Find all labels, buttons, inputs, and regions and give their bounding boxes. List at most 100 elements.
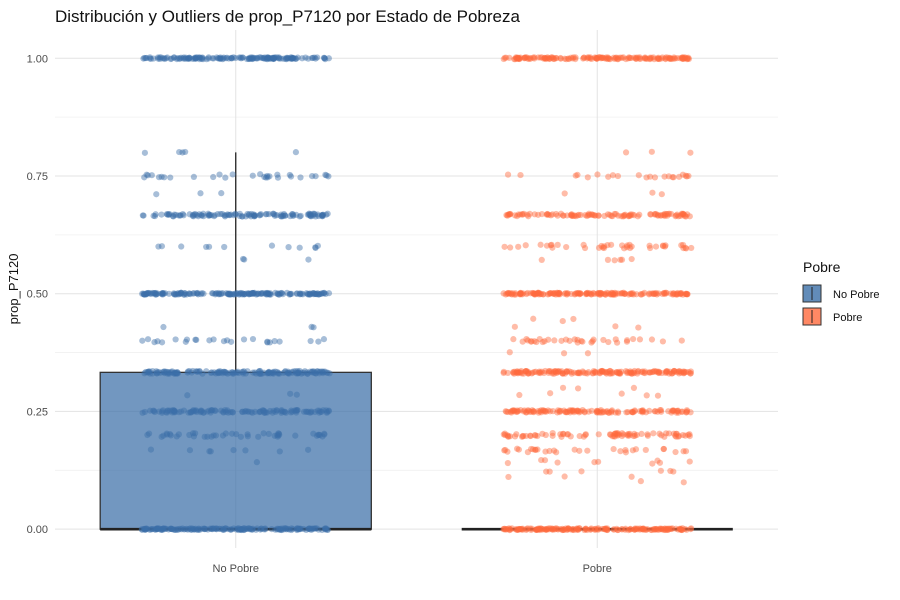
data-point (667, 290, 674, 297)
data-point (550, 289, 557, 297)
data-point (564, 290, 571, 297)
data-point (529, 369, 536, 376)
data-point (679, 291, 687, 298)
data-point (582, 525, 589, 533)
data-point (274, 290, 281, 298)
data-point (155, 55, 162, 62)
data-point (534, 526, 541, 533)
data-point (515, 446, 522, 453)
data-point (521, 55, 528, 62)
data-point (559, 430, 567, 438)
data-point (532, 446, 539, 453)
data-point (260, 407, 267, 414)
data-point (603, 54, 610, 61)
data-point (568, 212, 576, 219)
data-point (140, 525, 148, 533)
data-point (657, 407, 665, 414)
data-point (307, 213, 315, 220)
data-point (206, 448, 213, 455)
data-point (570, 54, 577, 61)
data-point (175, 409, 183, 416)
data-point (600, 525, 608, 533)
data-point (297, 525, 305, 532)
data-point (651, 408, 658, 415)
data-point (670, 54, 678, 61)
data-point (550, 369, 557, 376)
data-point (618, 526, 625, 533)
data-point (296, 526, 304, 533)
data-point (271, 212, 278, 219)
data-point (278, 290, 285, 297)
data-point (596, 54, 603, 61)
data-point (306, 290, 313, 297)
data-point (308, 290, 315, 297)
data-point (196, 211, 203, 218)
data-point (223, 337, 231, 344)
data-point (251, 54, 258, 62)
data-point (309, 54, 316, 61)
data-point (613, 369, 620, 376)
data-point (569, 407, 576, 415)
data-point (627, 526, 634, 533)
data-point (627, 369, 635, 376)
data-point (604, 256, 612, 263)
data-point (288, 54, 295, 61)
data-point (147, 446, 155, 453)
data-point (208, 369, 215, 376)
data-point (310, 525, 317, 532)
data-point (677, 212, 684, 220)
data-point (533, 526, 540, 533)
data-point (155, 408, 163, 415)
data-point (604, 526, 611, 533)
data-point (531, 55, 538, 62)
data-point (624, 432, 632, 439)
data-point (683, 408, 690, 416)
data-point (266, 55, 274, 63)
data-point (535, 407, 542, 415)
data-point (546, 290, 554, 297)
data-point (169, 212, 177, 220)
data-point (661, 526, 668, 534)
data-point (252, 526, 260, 533)
data-point (245, 525, 252, 532)
data-point (525, 55, 533, 63)
data-point (685, 55, 693, 63)
data-point (239, 408, 246, 416)
data-point (552, 55, 560, 62)
data-point (606, 55, 613, 62)
data-point (598, 242, 605, 250)
data-point (158, 290, 165, 297)
data-point (683, 291, 690, 298)
data-point (147, 407, 154, 414)
data-point (569, 407, 576, 414)
data-point (659, 242, 667, 249)
data-point (523, 409, 530, 416)
data-point (670, 407, 677, 414)
data-point (228, 526, 235, 533)
data-point (229, 370, 237, 377)
data-point (275, 430, 283, 437)
data-point (312, 369, 319, 377)
data-point (172, 408, 179, 416)
data-point (601, 243, 608, 250)
data-point (543, 468, 550, 475)
data-point (165, 369, 172, 376)
data-point (172, 291, 179, 298)
data-point (222, 369, 230, 377)
data-point (164, 409, 171, 416)
data-point (609, 370, 616, 377)
data-point (546, 55, 553, 63)
data-point (567, 407, 574, 415)
data-point (640, 525, 647, 532)
data-point (281, 408, 288, 415)
data-point (628, 291, 635, 298)
data-point (679, 408, 686, 415)
data-point (520, 408, 527, 415)
data-point (153, 525, 161, 532)
data-point (629, 335, 637, 343)
data-point (683, 526, 690, 533)
data-point (211, 369, 218, 376)
data-point (154, 338, 161, 345)
data-point (170, 54, 178, 61)
